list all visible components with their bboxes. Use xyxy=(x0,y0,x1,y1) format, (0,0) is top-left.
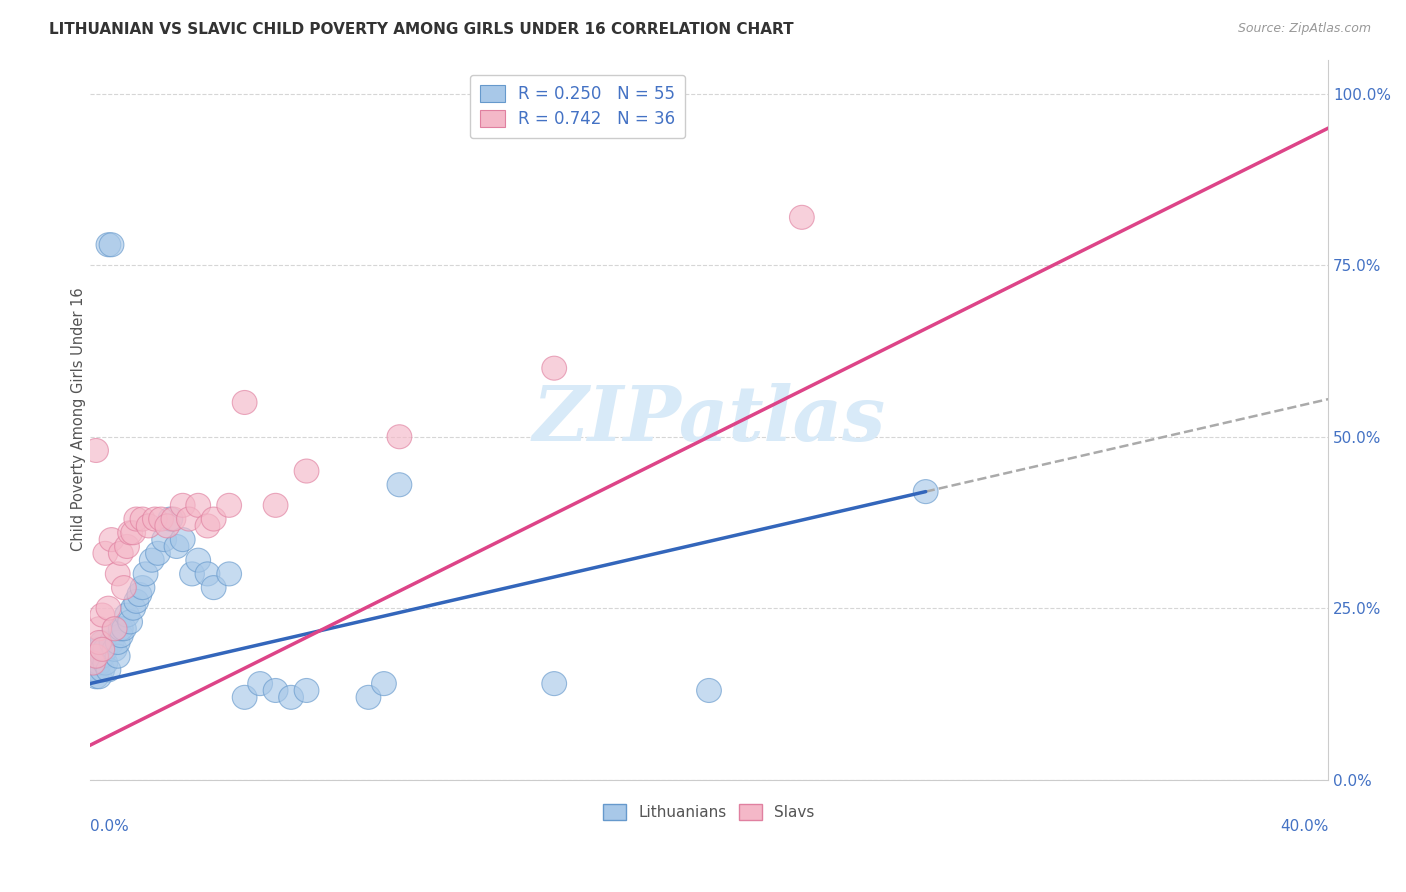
Ellipse shape xyxy=(111,575,136,599)
Ellipse shape xyxy=(90,603,115,627)
Ellipse shape xyxy=(96,233,121,257)
Ellipse shape xyxy=(118,521,142,545)
Ellipse shape xyxy=(87,651,111,675)
Ellipse shape xyxy=(232,391,257,415)
Ellipse shape xyxy=(263,679,288,703)
Ellipse shape xyxy=(84,644,108,668)
Ellipse shape xyxy=(84,644,108,668)
Ellipse shape xyxy=(165,534,188,558)
Ellipse shape xyxy=(247,672,273,696)
Ellipse shape xyxy=(139,549,165,572)
Ellipse shape xyxy=(100,631,124,655)
Ellipse shape xyxy=(294,679,319,703)
Ellipse shape xyxy=(371,672,396,696)
Ellipse shape xyxy=(100,527,124,551)
Ellipse shape xyxy=(134,562,157,586)
Ellipse shape xyxy=(170,493,195,517)
Ellipse shape xyxy=(121,596,146,620)
Ellipse shape xyxy=(80,644,105,668)
Ellipse shape xyxy=(155,514,180,538)
Ellipse shape xyxy=(93,651,118,675)
Ellipse shape xyxy=(111,616,136,640)
Ellipse shape xyxy=(87,631,111,655)
Ellipse shape xyxy=(115,603,139,627)
Ellipse shape xyxy=(87,637,111,661)
Ellipse shape xyxy=(356,685,381,709)
Ellipse shape xyxy=(180,562,204,586)
Ellipse shape xyxy=(232,685,257,709)
Ellipse shape xyxy=(294,459,319,483)
Ellipse shape xyxy=(105,644,131,668)
Ellipse shape xyxy=(170,527,195,551)
Ellipse shape xyxy=(96,658,121,681)
Ellipse shape xyxy=(136,514,162,538)
Ellipse shape xyxy=(131,507,155,531)
Ellipse shape xyxy=(278,685,304,709)
Ellipse shape xyxy=(90,637,115,661)
Ellipse shape xyxy=(142,507,167,531)
Ellipse shape xyxy=(108,616,134,640)
Ellipse shape xyxy=(87,665,111,689)
Ellipse shape xyxy=(80,651,105,675)
Ellipse shape xyxy=(90,644,115,668)
Ellipse shape xyxy=(121,521,146,545)
Ellipse shape xyxy=(80,658,105,681)
Ellipse shape xyxy=(790,205,814,229)
Ellipse shape xyxy=(84,439,108,462)
Ellipse shape xyxy=(541,356,567,380)
Text: LITHUANIAN VS SLAVIC CHILD POVERTY AMONG GIRLS UNDER 16 CORRELATION CHART: LITHUANIAN VS SLAVIC CHILD POVERTY AMONG… xyxy=(49,22,794,37)
Ellipse shape xyxy=(80,651,105,675)
Ellipse shape xyxy=(146,541,170,566)
Ellipse shape xyxy=(93,637,118,661)
Ellipse shape xyxy=(186,549,211,572)
Ellipse shape xyxy=(108,541,134,566)
Ellipse shape xyxy=(541,672,567,696)
Ellipse shape xyxy=(127,582,152,607)
Ellipse shape xyxy=(152,527,177,551)
Ellipse shape xyxy=(195,562,219,586)
Ellipse shape xyxy=(103,616,127,640)
Ellipse shape xyxy=(195,514,219,538)
Ellipse shape xyxy=(100,233,124,257)
Ellipse shape xyxy=(263,493,288,517)
Ellipse shape xyxy=(162,507,186,531)
Ellipse shape xyxy=(115,534,139,558)
Ellipse shape xyxy=(387,473,412,497)
Ellipse shape xyxy=(124,507,149,531)
Ellipse shape xyxy=(217,493,242,517)
Y-axis label: Child Poverty Among Girls Under 16: Child Poverty Among Girls Under 16 xyxy=(72,288,86,551)
Ellipse shape xyxy=(118,610,142,634)
Ellipse shape xyxy=(84,651,108,675)
Ellipse shape xyxy=(103,616,127,640)
Ellipse shape xyxy=(201,575,226,599)
Text: Source: ZipAtlas.com: Source: ZipAtlas.com xyxy=(1237,22,1371,36)
Ellipse shape xyxy=(103,637,127,661)
Ellipse shape xyxy=(914,480,938,504)
Ellipse shape xyxy=(217,562,242,586)
Ellipse shape xyxy=(177,507,201,531)
Ellipse shape xyxy=(90,658,115,681)
Ellipse shape xyxy=(96,596,121,620)
Ellipse shape xyxy=(87,616,111,640)
Legend: Lithuanians, Slavs: Lithuanians, Slavs xyxy=(598,797,821,826)
Ellipse shape xyxy=(90,631,115,655)
Ellipse shape xyxy=(696,679,721,703)
Ellipse shape xyxy=(149,507,173,531)
Ellipse shape xyxy=(157,507,183,531)
Text: 40.0%: 40.0% xyxy=(1279,819,1329,834)
Ellipse shape xyxy=(105,631,131,655)
Ellipse shape xyxy=(93,541,118,566)
Ellipse shape xyxy=(131,575,155,599)
Ellipse shape xyxy=(387,425,412,449)
Ellipse shape xyxy=(84,658,108,681)
Ellipse shape xyxy=(84,665,108,689)
Text: 0.0%: 0.0% xyxy=(90,819,128,834)
Ellipse shape xyxy=(105,562,131,586)
Ellipse shape xyxy=(108,624,134,648)
Ellipse shape xyxy=(201,507,226,531)
Text: ZIPatlas: ZIPatlas xyxy=(533,383,886,457)
Ellipse shape xyxy=(124,590,149,614)
Ellipse shape xyxy=(186,493,211,517)
